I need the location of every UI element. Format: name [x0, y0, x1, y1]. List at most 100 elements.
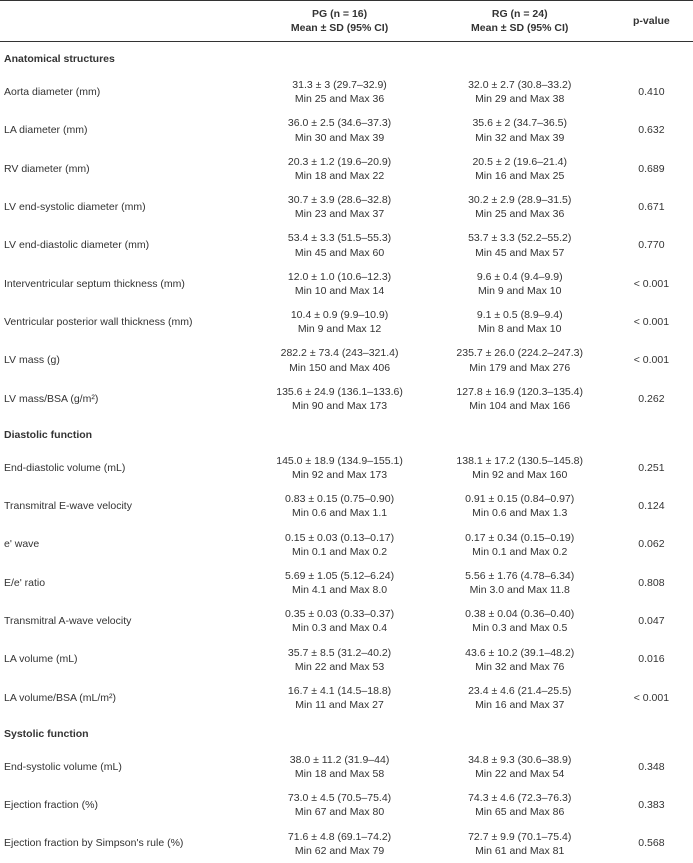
header-rg: RG (n = 24) Mean ± SD (95% CI) [430, 1, 610, 42]
rg-line2: Min 0.3 and Max 0.5 [472, 622, 567, 634]
rg-cell: 9.6 ± 0.4 (9.4–9.9)Min 9 and Max 10 [430, 265, 610, 303]
rg-cell: 20.5 ± 2 (19.6–21.4)Min 16 and Max 25 [430, 150, 610, 188]
pg-line1: 0.35 ± 0.03 (0.33–0.37) [285, 608, 394, 620]
row-label: Ejection fraction (%) [0, 786, 249, 824]
rg-line1: 20.5 ± 2 (19.6–21.4) [472, 156, 567, 168]
pg-line2: Min 18 and Max 58 [295, 768, 384, 780]
header-pg-line2: Mean ± SD (95% CI) [291, 22, 388, 34]
rg-line2: Min 25 and Max 36 [475, 208, 564, 220]
pg-line1: 145.0 ± 18.9 (134.9–155.1) [276, 455, 403, 467]
rg-cell: 72.7 ± 9.9 (70.1–75.4)Min 61 and Max 81 [430, 825, 610, 863]
pg-line2: Min 10 and Max 14 [295, 285, 384, 297]
rg-cell: 138.1 ± 17.2 (130.5–145.8)Min 92 and Max… [430, 449, 610, 487]
table-row: Transmitral A-wave velocity0.35 ± 0.03 (… [0, 602, 693, 640]
pg-line2: Min 4.1 and Max 8.0 [292, 584, 387, 596]
pg-cell: 10.4 ± 0.9 (9.9–10.9)Min 9 and Max 12 [249, 303, 429, 341]
pg-line1: 16.7 ± 4.1 (14.5–18.8) [288, 685, 391, 697]
pg-line2: Min 23 and Max 37 [295, 208, 384, 220]
pvalue-cell: 0.262 [610, 380, 693, 418]
row-label: LV end-diastolic diameter (mm) [0, 226, 249, 264]
rg-line2: Min 3.0 and Max 11.8 [470, 584, 570, 596]
pg-line1: 35.7 ± 8.5 (31.2–40.2) [288, 647, 391, 659]
rg-line1: 23.4 ± 4.6 (21.4–25.5) [468, 685, 571, 697]
row-label: LV mass (g) [0, 341, 249, 379]
pg-line2: Min 62 and Max 79 [295, 845, 384, 857]
rg-cell: 0.38 ± 0.04 (0.36–0.40)Min 0.3 and Max 0… [430, 602, 610, 640]
rg-line2: Min 32 and Max 39 [475, 132, 564, 144]
pg-cell: 12.0 ± 1.0 (10.6–12.3)Min 10 and Max 14 [249, 265, 429, 303]
rg-line1: 0.17 ± 0.34 (0.15–0.19) [465, 532, 574, 544]
pg-line1: 282.2 ± 73.4 (243–321.4) [281, 347, 399, 359]
rg-line2: Min 104 and Max 166 [469, 400, 570, 412]
rg-cell: 34.8 ± 9.3 (30.6–38.9)Min 22 and Max 54 [430, 748, 610, 786]
pg-line2: Min 9 and Max 12 [298, 323, 381, 335]
table-row: End-diastolic volume (mL)145.0 ± 18.9 (1… [0, 449, 693, 487]
table-row: LV mass/BSA (g/m²)135.6 ± 24.9 (136.1–13… [0, 380, 693, 418]
table-row: LA diameter (mm)36.0 ± 2.5 (34.6–37.3)Mi… [0, 111, 693, 149]
pg-cell: 145.0 ± 18.9 (134.9–155.1) Min 92 and Max… [249, 449, 429, 487]
pvalue-cell: < 0.001 [610, 679, 693, 717]
header-rg-line1: RG (n = 24) [492, 8, 548, 20]
row-label: LA volume (mL) [0, 641, 249, 679]
row-label: Aorta diameter (mm) [0, 73, 249, 111]
rg-line2: Min 65 and Max 86 [475, 806, 564, 818]
table-row: Ejection fraction (%)73.0 ± 4.5 (70.5–75… [0, 786, 693, 824]
rg-line1: 72.7 ± 9.9 (70.1–75.4) [468, 831, 571, 843]
table-row: LA volume/BSA (mL/m²)16.7 ± 4.1 (14.5–18… [0, 679, 693, 717]
rg-line1: 74.3 ± 4.6 (72.3–76.3) [468, 792, 571, 804]
table-row: LV end-diastolic diameter (mm)53.4 ± 3.3… [0, 226, 693, 264]
pg-line2: Min 22 and Max 53 [295, 661, 384, 673]
pg-cell: 73.0 ± 4.5 (70.5–75.4)Min 67 and Max 80 [249, 786, 429, 824]
pvalue-cell: 0.689 [610, 150, 693, 188]
pg-line1: 30.7 ± 3.9 (28.6–32.8) [288, 194, 391, 206]
rg-line1: 138.1 ± 17.2 (130.5–145.8) [456, 455, 583, 467]
pg-cell: 0.35 ± 0.03 (0.33–0.37)Min 0.3 and Max 0… [249, 602, 429, 640]
pg-cell: 38.0 ± 11.2 (31.9–44)Min 18 and Max 58 [249, 748, 429, 786]
pvalue-cell: 0.047 [610, 602, 693, 640]
row-label: End-diastolic volume (mL) [0, 449, 249, 487]
header-label [0, 1, 249, 42]
section-row: Anatomical structures [0, 42, 693, 73]
pg-line2: Min 25 and Max 36 [295, 93, 384, 105]
rg-cell: 43.6 ± 10.2 (39.1–48.2)Min 32 and Max 76 [430, 641, 610, 679]
pg-cell: 35.7 ± 8.5 (31.2–40.2) Min 22 and Max 53 [249, 641, 429, 679]
pvalue-cell: 0.568 [610, 825, 693, 863]
rg-line2: Min 8 and Max 10 [478, 323, 561, 335]
row-label: LA volume/BSA (mL/m²) [0, 679, 249, 717]
pvalue-cell: 0.348 [610, 748, 693, 786]
rg-line2: Min 0.6 and Max 1.3 [472, 507, 567, 519]
rg-cell: 32.0 ± 2.7 (30.8–33.2) Min 29 and Max 38 [430, 73, 610, 111]
table-row: e' wave0.15 ± 0.03 (0.13–0.17)Min 0.1 an… [0, 526, 693, 564]
row-label: Transmitral E-wave velocity [0, 487, 249, 525]
pg-cell: 31.3 ± 3 (29.7–32.9)Min 25 and Max 36 [249, 73, 429, 111]
rg-cell: 5.56 ± 1.76 (4.78–6.34)Min 3.0 and Max 1… [430, 564, 610, 602]
pg-cell: 0.83 ± 0.15 (0.75–0.90)Min 0.6 and Max 1… [249, 487, 429, 525]
section-title: Systolic function [0, 717, 693, 748]
pg-line1: 20.3 ± 1.2 (19.6–20.9) [288, 156, 391, 168]
pvalue-cell: 0.251 [610, 449, 693, 487]
pg-line2: Min 92 and Max 173 [292, 469, 387, 481]
section-row: Systolic function [0, 717, 693, 748]
rg-line1: 32.0 ± 2.7 (30.8–33.2) [468, 79, 571, 91]
pg-cell: 282.2 ± 73.4 (243–321.4)Min 150 and Max … [249, 341, 429, 379]
pg-line1: 0.15 ± 0.03 (0.13–0.17) [285, 532, 394, 544]
rg-line2: Min 29 and Max 38 [475, 93, 564, 105]
row-label: LA diameter (mm) [0, 111, 249, 149]
pvalue-cell: 0.383 [610, 786, 693, 824]
rg-line1: 34.8 ± 9.3 (30.6–38.9) [468, 754, 571, 766]
pvalue-cell: 0.410 [610, 73, 693, 111]
pg-cell: 30.7 ± 3.9 (28.6–32.8) Min 23 and Max 37 [249, 188, 429, 226]
pvalue-cell: 0.062 [610, 526, 693, 564]
pg-cell: 53.4 ± 3.3 (51.5–55.3)Min 45 and Max 60 [249, 226, 429, 264]
table-row: LA volume (mL) 35.7 ± 8.5 (31.2–40.2) Min … [0, 641, 693, 679]
rg-line2: Min 32 and Max 76 [475, 661, 564, 673]
rg-cell: 35.6 ± 2 (34.7–36.5)Min 32 and Max 39 [430, 111, 610, 149]
pg-line2: Min 30 and Max 39 [295, 132, 384, 144]
pg-cell: 71.6 ± 4.8 (69.1–74.2)Min 62 and Max 79 [249, 825, 429, 863]
rg-cell: 23.4 ± 4.6 (21.4–25.5)Min 16 and Max 37 [430, 679, 610, 717]
pg-cell: 16.7 ± 4.1 (14.5–18.8)Min 11 and Max 27 [249, 679, 429, 717]
rg-line1: 127.8 ± 16.9 (120.3–135.4) [456, 386, 583, 398]
row-label: LV end-systolic diameter (mm) [0, 188, 249, 226]
table-row: Transmitral E-wave velocity0.83 ± 0.15 (… [0, 487, 693, 525]
rg-line1: 9.1 ± 0.5 (8.9–9.4) [477, 309, 563, 321]
